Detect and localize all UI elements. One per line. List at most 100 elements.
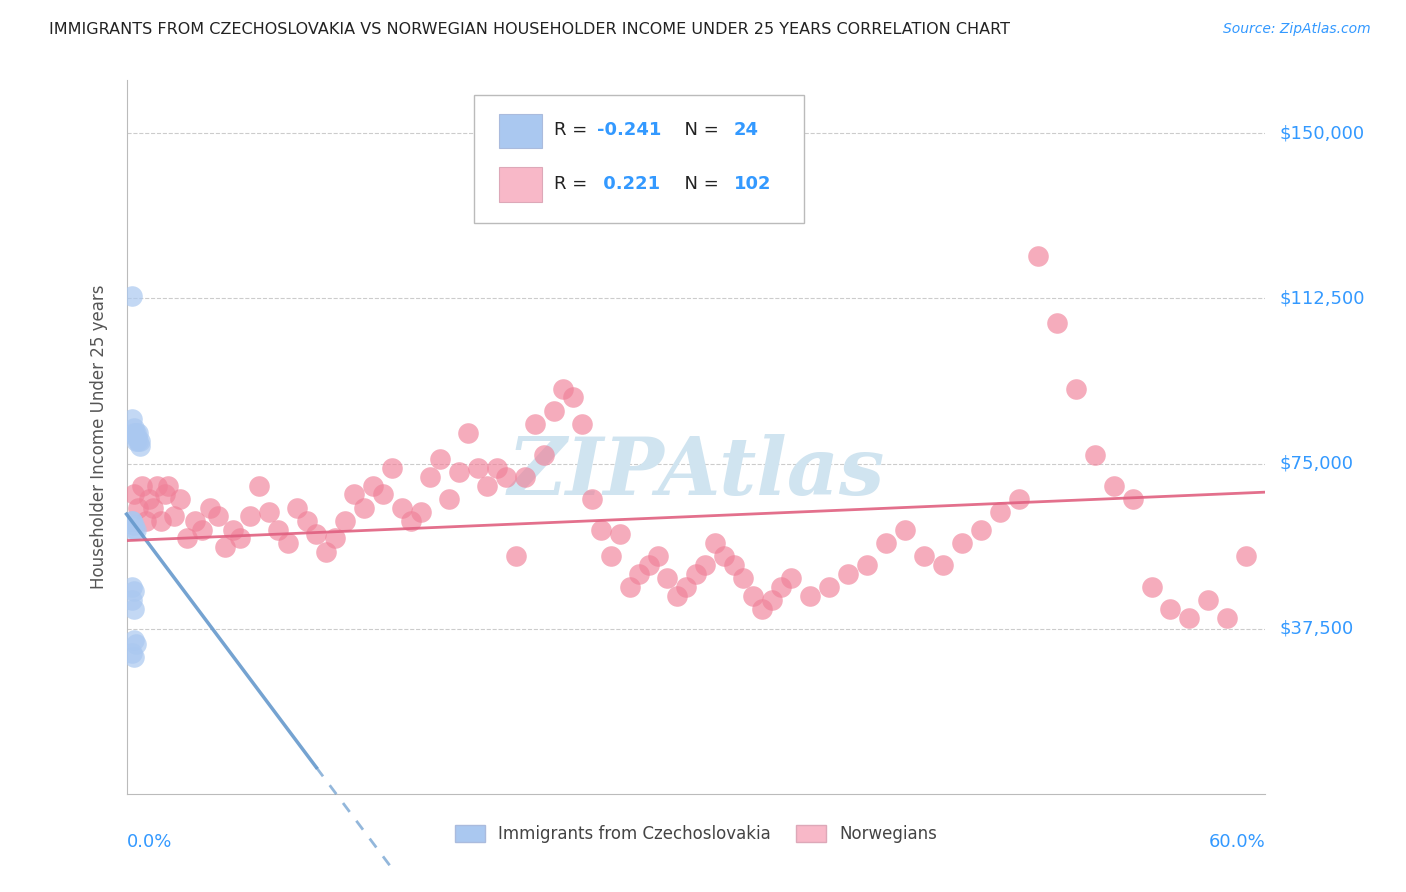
Point <box>122 425 145 440</box>
Point <box>305 527 328 541</box>
Point <box>770 580 793 594</box>
Point <box>685 566 707 581</box>
Point <box>176 532 198 546</box>
Point <box>1160 602 1182 616</box>
Point <box>988 505 1011 519</box>
Point <box>121 646 143 660</box>
Text: IMMIGRANTS FROM CZECHOSLOVAKIA VS NORWEGIAN HOUSEHOLDER INCOME UNDER 25 YEARS CO: IMMIGRANTS FROM CZECHOSLOVAKIA VS NORWEG… <box>49 22 1010 37</box>
Point <box>666 589 689 603</box>
Point <box>1122 491 1144 506</box>
Point <box>381 461 404 475</box>
Point <box>1046 316 1069 330</box>
Point <box>401 514 423 528</box>
Point <box>122 421 145 435</box>
Point <box>1216 610 1239 624</box>
Text: $150,000: $150,000 <box>1279 124 1364 142</box>
Point <box>628 566 651 581</box>
Point <box>138 491 160 506</box>
Point <box>779 571 801 585</box>
Point <box>127 425 149 440</box>
Point <box>875 536 897 550</box>
Point <box>122 523 145 537</box>
Text: $37,500: $37,500 <box>1279 620 1354 638</box>
Point <box>239 509 262 524</box>
Point <box>713 549 735 563</box>
Point <box>533 448 555 462</box>
Point <box>353 500 375 515</box>
Point <box>515 469 537 483</box>
Point <box>485 461 508 475</box>
Point <box>523 417 546 431</box>
Point <box>191 523 214 537</box>
Point <box>637 558 659 572</box>
Point <box>912 549 935 563</box>
Point <box>122 602 145 616</box>
Point <box>591 523 613 537</box>
FancyBboxPatch shape <box>499 114 543 148</box>
Point <box>837 566 859 581</box>
Point <box>198 500 221 515</box>
Point <box>571 417 593 431</box>
Y-axis label: Householder Income Under 25 years: Householder Income Under 25 years <box>90 285 108 590</box>
Point <box>1236 549 1258 563</box>
Point <box>127 434 149 449</box>
Point <box>723 558 745 572</box>
Point <box>184 514 207 528</box>
Point <box>131 478 153 492</box>
Text: Source: ZipAtlas.com: Source: ZipAtlas.com <box>1223 22 1371 37</box>
Point <box>257 505 280 519</box>
Point <box>581 491 603 506</box>
Point <box>439 491 461 506</box>
Text: N =: N = <box>673 175 718 193</box>
Point <box>122 487 145 501</box>
Point <box>647 549 669 563</box>
Point <box>970 523 993 537</box>
Point <box>157 478 180 492</box>
Legend: Immigrants from Czechoslovakia, Norwegians: Immigrants from Czechoslovakia, Norwegia… <box>449 818 943 850</box>
Point <box>122 584 145 599</box>
Point <box>121 289 143 303</box>
Point <box>214 540 236 554</box>
Point <box>125 425 148 440</box>
Point <box>561 391 583 405</box>
Point <box>125 523 148 537</box>
Point <box>609 527 631 541</box>
Point <box>599 549 621 563</box>
Point <box>371 487 394 501</box>
Point <box>619 580 641 594</box>
Point <box>135 514 156 528</box>
Point <box>343 487 366 501</box>
Point <box>315 544 337 558</box>
Point <box>553 382 575 396</box>
Point <box>121 514 143 528</box>
Point <box>1007 491 1029 506</box>
Point <box>249 478 271 492</box>
Point <box>695 558 717 572</box>
FancyBboxPatch shape <box>499 168 543 202</box>
Point <box>1140 580 1163 594</box>
Point <box>950 536 973 550</box>
Point <box>122 518 145 533</box>
Point <box>409 505 432 519</box>
Point <box>222 523 245 537</box>
Point <box>122 650 145 665</box>
Point <box>429 452 451 467</box>
Point <box>121 412 143 426</box>
Point <box>799 589 821 603</box>
Point <box>169 491 191 506</box>
Point <box>704 536 727 550</box>
Point <box>894 523 917 537</box>
Point <box>128 439 150 453</box>
Point <box>142 500 165 515</box>
Point <box>761 593 783 607</box>
Point <box>467 461 489 475</box>
Point <box>733 571 755 585</box>
Text: $75,000: $75,000 <box>1279 455 1354 473</box>
Point <box>121 580 143 594</box>
FancyBboxPatch shape <box>474 95 804 223</box>
Point <box>363 478 385 492</box>
Text: R =: R = <box>554 121 592 139</box>
Point <box>125 434 148 449</box>
Point <box>267 523 290 537</box>
Point <box>742 589 765 603</box>
